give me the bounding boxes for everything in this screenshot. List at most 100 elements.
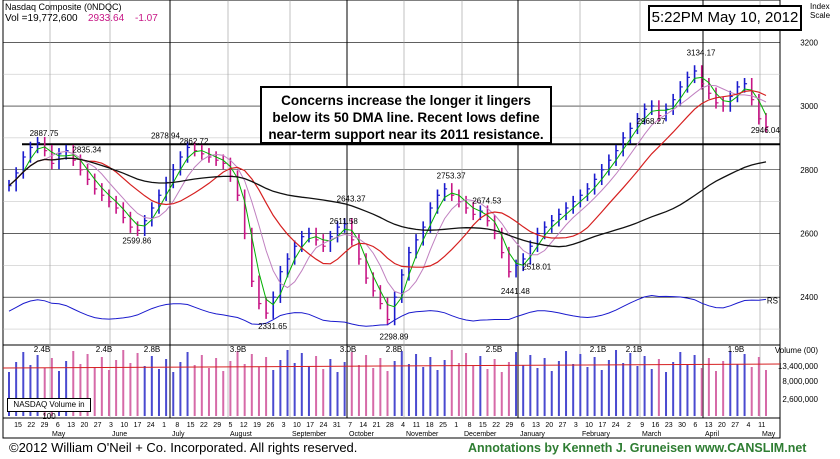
day-tick-label: 22 [200,422,208,429]
day-tick-label: 20 [545,422,553,429]
day-tick-label: 22 [492,422,500,429]
month-label: April [705,431,719,438]
day-tick-label: 11 [758,422,765,429]
day-tick-label: 24 [612,422,620,429]
volume-readout: Vol =19,772,600 [5,13,78,24]
date-axis-panel [2,417,781,439]
day-tick-label: 2 [627,422,631,429]
price-label: 2753.37 [437,172,466,181]
day-tick-label: 6 [521,422,525,429]
volume-legend: NASDAQ Volume in 100 [7,398,91,421]
annotation-note: Concerns increase the longer it lingers … [260,86,552,144]
price-label: 2441.48 [501,287,530,296]
month-label: May [52,431,66,438]
day-tick-label: 13 [705,422,713,429]
day-tick-label: 10 [120,422,128,429]
volume-label: 2.4B [34,345,50,354]
day-tick-label: 11 [413,422,420,429]
price-label: 2518.01 [522,263,551,272]
volume-tick-label: Volume (00) [775,346,818,355]
price-label: 2878.94 [151,132,180,141]
day-tick-label: 3 [109,422,113,429]
day-tick-label: 9 [640,422,644,429]
month-label: September [292,431,327,438]
day-tick-label: 20 [81,422,89,429]
day-tick-label: 23 [665,422,673,429]
day-tick-label: 8 [175,422,179,429]
day-tick-label: 17 [598,422,606,429]
day-tick-label: 27 [559,422,567,429]
month-label: December [464,431,497,438]
ma200-line [8,157,767,248]
day-tick-label: 29 [41,422,49,429]
month-label: October [349,431,375,438]
day-tick-label: 27 [94,422,102,429]
timestamp-box: 5:22PM May 10, 2012 [648,5,802,31]
volume-tick-label: 2,600,000 [782,395,818,404]
day-tick-label: 1 [162,422,166,429]
day-tick-label: 5 [229,422,233,429]
day-tick-label: 16 [652,422,660,429]
month-label: March [642,431,662,438]
day-tick-label: 31 [333,422,341,429]
copyright-text: ©2012 William O'Neil + Co. Incorporated.… [9,440,358,455]
price-label: 2674.53 [472,197,501,206]
price-label: 2946.04 [751,126,780,135]
volume-label: 2.1B [590,345,606,354]
price-label: 3134.17 [687,48,716,57]
volume-label: 2.8B [386,345,402,354]
day-tick-label: 3 [574,422,578,429]
price-tick-label: 2800 [800,166,818,175]
day-tick-label: 21 [373,422,381,429]
day-tick-label: 14 [359,422,367,429]
day-tick-label: 28 [386,422,394,429]
price-label: 2835.34 [72,145,101,154]
volume-tick-label: 8,000,000 [782,377,818,386]
ma10-line [8,76,767,308]
price-panel [2,0,781,346]
volume-label: 2.5B [486,345,502,354]
volume-label: 3.0B [340,345,356,354]
day-tick-label: 15 [187,422,195,429]
volume-label: 2.1B [626,345,642,354]
month-label: November [406,431,439,438]
note-line-3: near-term support near its 2011 resistan… [268,127,544,142]
index-scale-label: Index Scale [810,2,831,20]
day-tick-label: 6 [56,422,60,429]
day-tick-label: 18 [426,422,434,429]
day-tick-label: 25 [439,422,447,429]
price-label: 2298.89 [380,332,409,341]
day-tick-label: 17 [306,422,314,429]
price-readout: 2933.64 [88,13,125,24]
day-tick-label: 30 [678,422,686,429]
month-label: August [230,431,252,438]
day-tick-label: 7 [348,422,352,429]
day-tick-label: 19 [253,422,261,429]
price-label: 2887.75 [30,129,59,138]
annotation-credit: Annotations by Kenneth J. Gruneisen www.… [468,441,807,455]
price-label: 2643.37 [337,195,366,204]
day-tick-label: 4 [746,422,750,429]
day-tick-label: 12 [240,422,248,429]
rs-line [8,294,767,327]
day-tick-label: 3 [282,422,286,429]
price-label: 2862.72 [180,137,209,146]
volume-label: 2.8B [144,345,160,354]
day-tick-label: 6 [693,422,697,429]
month-label: January [520,431,545,438]
day-tick-label: 15 [479,422,487,429]
day-tick-label: 20 [718,422,726,429]
day-tick-label: 24 [320,422,328,429]
rs-label: RS [767,297,778,306]
day-tick-label: 15 [14,422,22,429]
volume-label: 2.4B [96,345,112,354]
day-tick-label: 17 [134,422,142,429]
note-line-1: Concerns increase the longer it lingers [281,93,531,108]
volume-panel [2,344,781,419]
day-tick-label: 13 [532,422,540,429]
price-tick-label: 2600 [800,229,818,238]
note-line-2: below its 50 DMA line. Recent lows defin… [272,110,540,125]
volume-tick-label: 13,400,000 [778,362,819,371]
volume-average-line [2,363,781,369]
